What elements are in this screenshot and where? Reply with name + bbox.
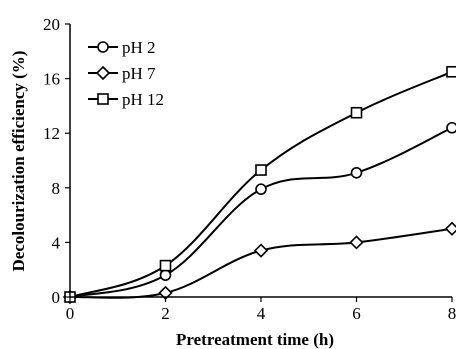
legend-marker-square: [97, 93, 109, 105]
data-point-circle: [255, 183, 267, 195]
x-tick-label: 4: [257, 304, 266, 323]
series-line: [69, 126, 453, 298]
legend: pH 2 pH 7 pH 12: [88, 38, 164, 109]
data-point-circle: [350, 166, 363, 179]
y-tick-label: 16: [43, 70, 60, 89]
y-ticks: 0 4 8 12 16 20: [43, 15, 70, 307]
legend-item: pH 2: [88, 38, 156, 57]
legend-label: pH 12: [122, 90, 164, 109]
series-ph-7: [62, 221, 456, 305]
legend-item: pH 7: [88, 64, 156, 83]
data-point-circle: [446, 121, 456, 134]
x-tick-label: 0: [66, 304, 75, 323]
y-tick-label: 12: [43, 124, 60, 143]
y-axis-title: Decolourization efficiency (%): [9, 51, 28, 272]
legend-marker-diamond: [95, 65, 111, 81]
legend-item: pH 12: [88, 90, 164, 109]
legend-label: pH 7: [122, 64, 156, 83]
x-tick-label: 8: [448, 304, 456, 323]
data-point-diamond: [349, 235, 364, 250]
data-point-square: [255, 164, 267, 176]
y-tick-label: 20: [43, 15, 60, 34]
series-line: [69, 227, 453, 299]
data-point-square: [446, 65, 456, 78]
legend-label: pH 2: [122, 38, 156, 57]
data-point-diamond: [444, 221, 456, 236]
x-tick-label: 2: [161, 304, 170, 323]
x-tick-label: 6: [352, 304, 361, 323]
legend-marker-circle: [97, 41, 109, 53]
y-tick-label: 8: [52, 179, 61, 198]
y-tick-label: 4: [52, 233, 61, 252]
data-point-circle: [159, 269, 172, 281]
data-point-square: [350, 106, 363, 119]
x-axis-title: Pretreatment time (h): [176, 330, 334, 349]
data-point-square: [159, 259, 172, 272]
series-ph-2: [64, 121, 456, 303]
x-ticks: 0 2 4 6 8: [66, 297, 456, 323]
y-tick-label: 0: [52, 288, 61, 307]
data-point-diamond: [253, 243, 269, 258]
